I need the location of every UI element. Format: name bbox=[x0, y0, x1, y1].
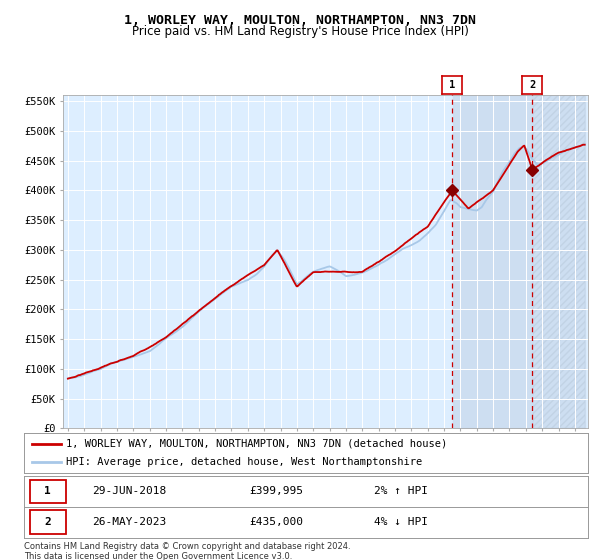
Text: 1: 1 bbox=[44, 487, 51, 496]
Text: Price paid vs. HM Land Registry's House Price Index (HPI): Price paid vs. HM Land Registry's House … bbox=[131, 25, 469, 38]
Text: 1: 1 bbox=[449, 80, 455, 90]
Text: 1, WORLEY WAY, MOULTON, NORTHAMPTON, NN3 7DN (detached house): 1, WORLEY WAY, MOULTON, NORTHAMPTON, NN3… bbox=[66, 439, 448, 449]
FancyBboxPatch shape bbox=[29, 480, 66, 503]
FancyBboxPatch shape bbox=[29, 511, 66, 534]
Text: £435,000: £435,000 bbox=[250, 517, 304, 527]
Text: 1, WORLEY WAY, MOULTON, NORTHAMPTON, NN3 7DN: 1, WORLEY WAY, MOULTON, NORTHAMPTON, NN3… bbox=[124, 14, 476, 27]
Text: 2: 2 bbox=[529, 80, 536, 90]
Text: 2% ↑ HPI: 2% ↑ HPI bbox=[374, 487, 428, 496]
Text: Contains HM Land Registry data © Crown copyright and database right 2024.
This d: Contains HM Land Registry data © Crown c… bbox=[24, 542, 350, 560]
Text: 26-MAY-2023: 26-MAY-2023 bbox=[92, 517, 166, 527]
Text: 29-JUN-2018: 29-JUN-2018 bbox=[92, 487, 166, 496]
Text: HPI: Average price, detached house, West Northamptonshire: HPI: Average price, detached house, West… bbox=[66, 458, 422, 467]
Text: 4% ↓ HPI: 4% ↓ HPI bbox=[374, 517, 428, 527]
Text: £399,995: £399,995 bbox=[250, 487, 304, 496]
Text: 2: 2 bbox=[44, 517, 51, 527]
